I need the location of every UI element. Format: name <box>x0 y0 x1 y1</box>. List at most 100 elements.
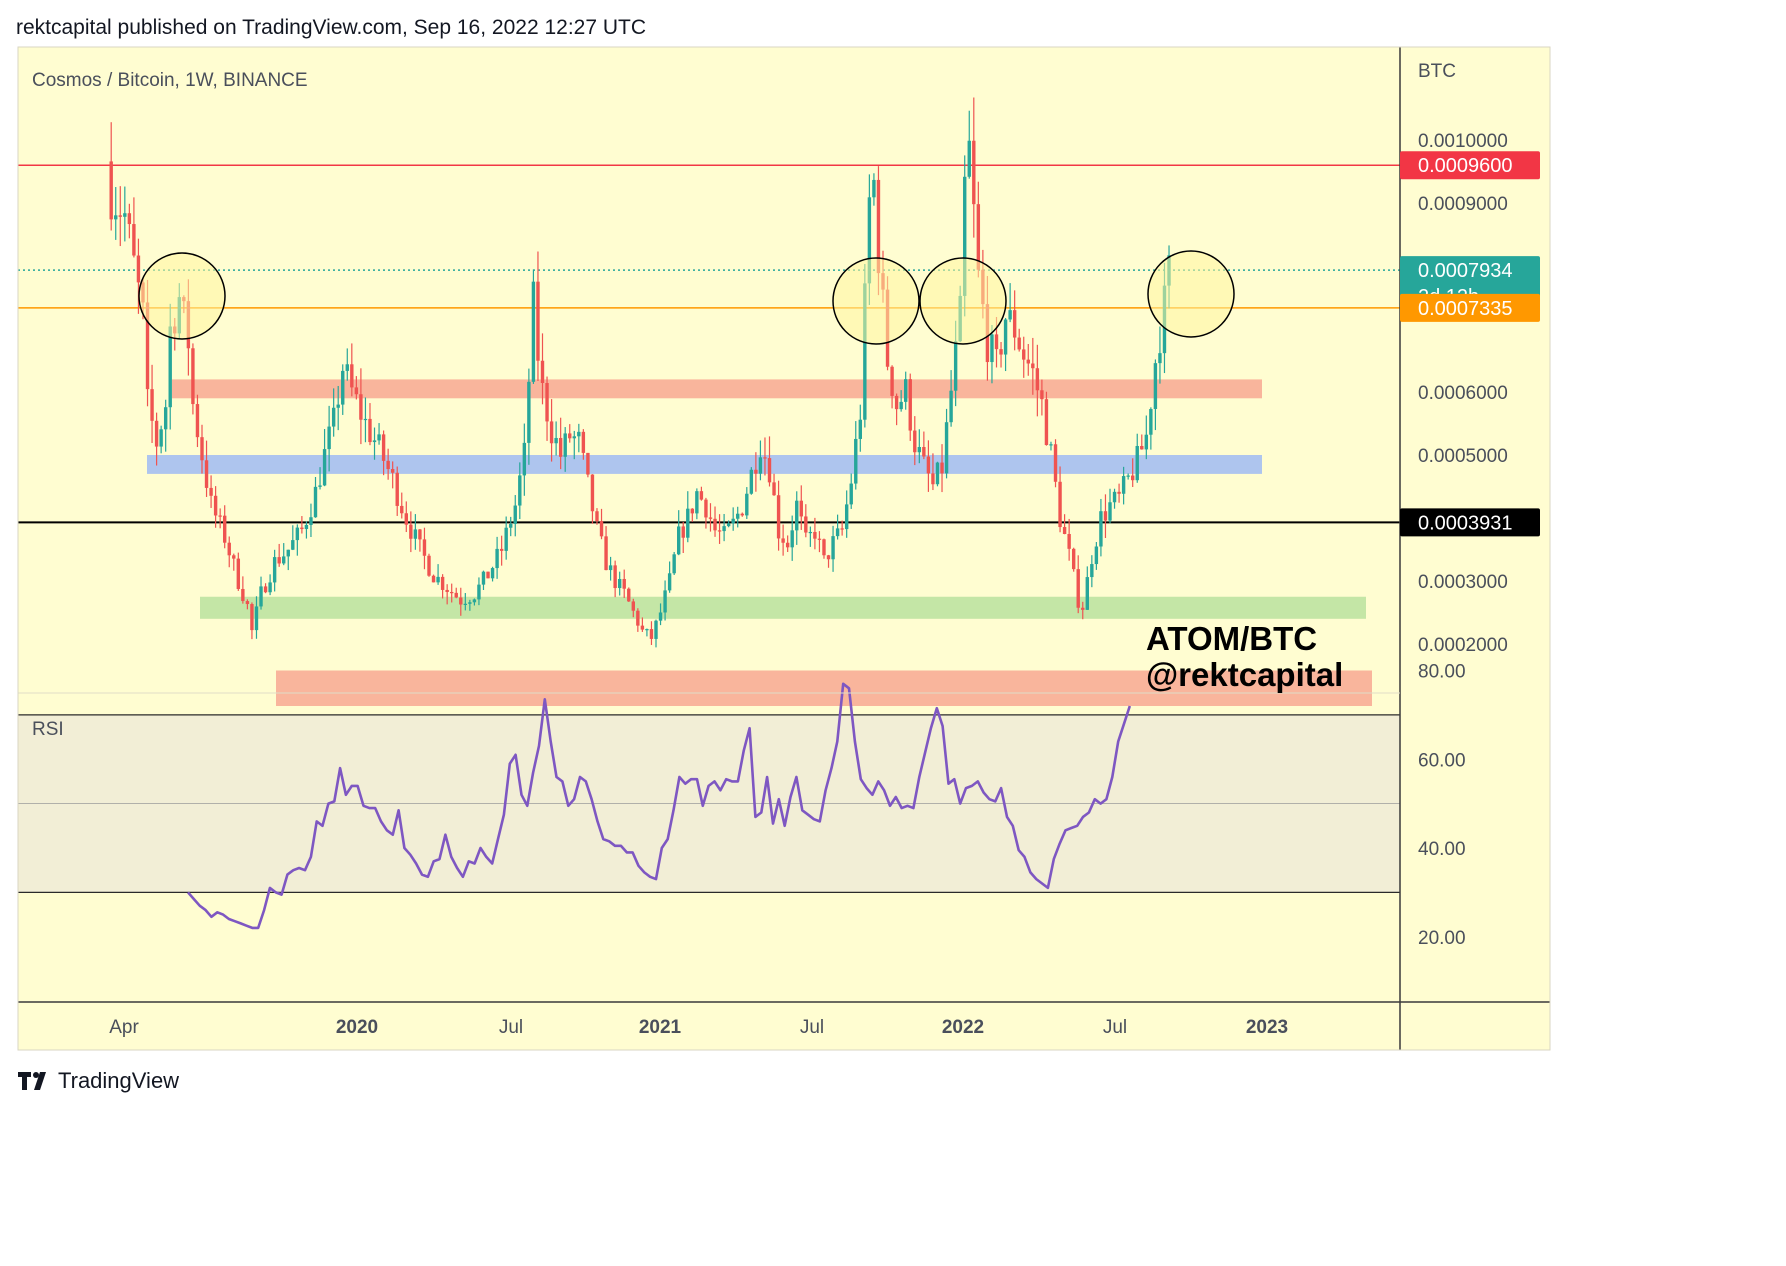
candle-body <box>345 364 349 371</box>
candle-body <box>1022 349 1026 360</box>
candle-body <box>431 575 436 583</box>
price-tick-label: 0.0003000 <box>1418 572 1508 593</box>
price-tick-label: 0.0006000 <box>1418 383 1508 404</box>
candle-body <box>204 460 209 488</box>
candle-body <box>772 482 776 496</box>
candle <box>776 480 781 551</box>
highlight-circle-1 <box>138 252 226 340</box>
candle-body <box>636 610 640 626</box>
candle-body <box>736 513 740 519</box>
price-badge-bg <box>1400 293 1540 322</box>
candle <box>1058 466 1062 533</box>
candle <box>745 487 749 519</box>
candle-body <box>200 437 204 461</box>
candle-body <box>109 161 113 220</box>
candle <box>990 325 994 384</box>
candle-body <box>354 387 359 395</box>
candle-body <box>527 381 531 443</box>
rsi-tick-label: 80.00 <box>1418 662 1466 683</box>
candle <box>118 186 122 247</box>
candle-body <box>826 555 831 560</box>
candle <box>259 576 263 610</box>
candle <box>114 187 118 240</box>
candle-body <box>890 366 894 396</box>
candle <box>350 343 354 397</box>
candle-body <box>604 536 608 571</box>
price-badge-1: 0.0009600 <box>1400 151 1540 180</box>
bottom-zone <box>200 596 1366 619</box>
candle-body <box>858 419 862 439</box>
candle <box>445 584 449 605</box>
candle <box>1049 441 1053 451</box>
candle-body <box>867 197 872 284</box>
time-tick-label: 2022 <box>942 1017 984 1038</box>
candle <box>1012 290 1017 351</box>
candle <box>545 376 549 441</box>
candle <box>736 506 740 528</box>
candle-body <box>686 508 690 538</box>
candle-body <box>477 584 481 600</box>
candle-body <box>263 586 268 593</box>
candle <box>1135 433 1139 483</box>
candle <box>1099 498 1103 557</box>
rsi-tick-label: 60.00 <box>1418 750 1466 771</box>
candle <box>681 521 685 554</box>
candle <box>899 390 903 412</box>
candle-body <box>1099 511 1103 547</box>
footer-brand[interactable]: TradingView <box>18 1068 179 1094</box>
candle <box>390 461 395 489</box>
candle <box>590 474 595 524</box>
candle-body <box>994 334 999 350</box>
candle <box>218 508 222 529</box>
candle-body <box>990 334 994 363</box>
candle <box>1017 328 1021 352</box>
candle <box>250 602 254 640</box>
candle-body <box>708 517 713 519</box>
candle-body <box>409 524 413 539</box>
candle-body <box>459 597 463 605</box>
candle <box>808 526 813 547</box>
candle-body <box>490 568 495 579</box>
candle <box>631 598 635 618</box>
candle-body <box>422 539 427 556</box>
candle <box>717 514 722 544</box>
candle-body <box>617 578 622 589</box>
candle <box>263 583 268 594</box>
candle <box>322 429 327 487</box>
candle-body <box>123 213 127 217</box>
candle <box>822 538 826 559</box>
candle <box>450 583 454 603</box>
candle <box>604 526 608 571</box>
candle <box>123 186 127 242</box>
candle <box>944 408 949 479</box>
candle-body <box>949 390 953 423</box>
candle-body <box>304 524 309 530</box>
candle <box>436 564 440 585</box>
candle <box>191 343 195 415</box>
candle-body <box>150 389 154 421</box>
candle-body <box>554 437 558 444</box>
candle-body <box>481 571 486 585</box>
candle-body <box>509 523 513 528</box>
candle <box>636 608 640 632</box>
price-tick-label: 0.0010000 <box>1418 131 1508 152</box>
candle-body <box>631 601 635 611</box>
candle-body <box>359 394 363 420</box>
candle <box>463 593 468 611</box>
candle-body <box>1135 445 1139 481</box>
candle-body <box>1144 434 1149 450</box>
candle-body <box>1012 310 1017 338</box>
candle-body <box>899 401 903 410</box>
candle-body <box>713 518 717 531</box>
candle-body <box>953 341 958 391</box>
candle-body <box>677 526 681 555</box>
candle <box>795 491 799 545</box>
candle-body <box>436 576 440 583</box>
candle <box>195 394 200 448</box>
candle-body <box>558 437 563 457</box>
candle <box>227 536 231 568</box>
candle-body <box>372 440 377 443</box>
candle-body <box>894 395 899 410</box>
tradingview-chart[interactable]: Cosmos / Bitcoin, 1W, BINANCE RSI BTC 0.001… <box>0 0 1560 1060</box>
candle-body <box>922 447 926 457</box>
